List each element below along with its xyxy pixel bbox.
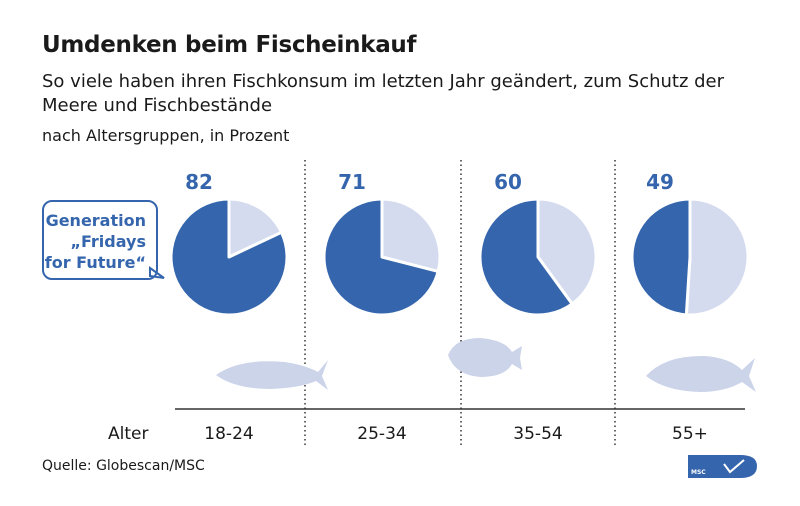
chart-subtitle: So viele haben ihren Fischkonsum im letz… [42,71,725,116]
pie-slice-value [322,197,440,317]
tuna-icon [646,355,756,392]
category-label: 55+ [672,424,708,444]
data-label: 71 [338,170,366,194]
data-label: 49 [646,170,674,194]
data-label: 82 [185,170,213,194]
data-label: 60 [494,170,522,194]
category-label: 18-24 [204,424,253,444]
callout-line: for Future“ [44,253,146,272]
callout-bubble: Generation „Fridays for Future“ [42,200,158,280]
pie-slice-remainder [380,197,442,273]
pie-slice-remainder [684,197,750,317]
msc-logo [688,455,757,478]
chart-title: Umdenken beim Fischeinkauf [42,32,417,58]
source-note: Quelle: Globescan/MSC [42,458,205,474]
pie-slice-remainder [536,197,598,306]
callout-line: Generation [45,211,146,230]
chart-note: nach Altersgruppen, in Prozent [42,126,290,145]
axis-label: Alter [108,424,148,444]
category-label: 25-34 [357,424,406,444]
pie-slice-value [630,197,692,317]
category-label: 35-54 [513,424,562,444]
callout-line: „Fridays [70,232,146,251]
tuna-icon [216,360,328,390]
msc-check-icon [723,459,745,474]
pie-slice-value [169,197,289,317]
msc-logo-text: MSC [691,469,706,476]
pie-slice-remainder [227,197,283,259]
pie-slice-value [478,197,574,317]
flatfish-icon [448,338,522,377]
